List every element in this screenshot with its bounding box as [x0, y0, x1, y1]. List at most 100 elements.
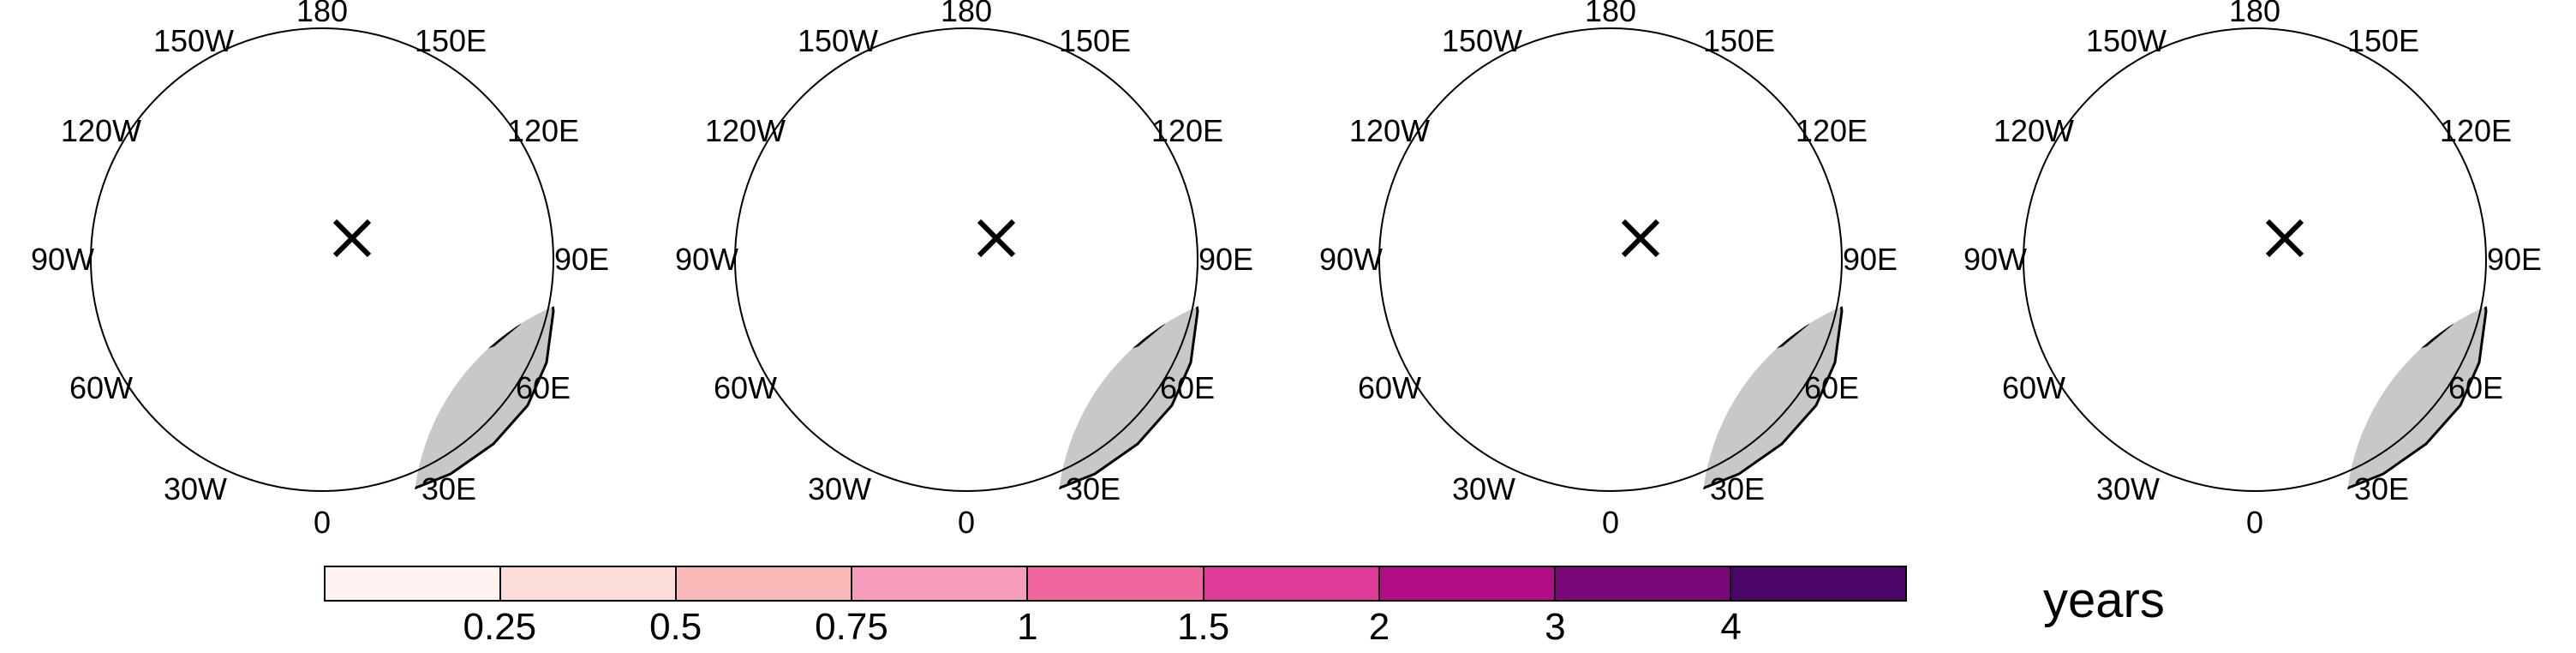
lon-label-0: 0	[2245, 505, 2264, 540]
ice-edge-contour	[923, 243, 975, 465]
lon-label-90e: 90E	[1842, 242, 1898, 277]
lon-label-150e: 150E	[2346, 23, 2420, 58]
lon-label-30w: 30W	[1451, 471, 1516, 506]
map-panel-2: 180 150W 150E 120W 120E 90W 90E 60W 60E 30W 30E 0	[644, 0, 1288, 548]
colorbar-swatch-8	[1555, 567, 1731, 600]
lon-label-60e: 60E	[1159, 370, 1216, 405]
lon-label-30e: 30E	[2353, 471, 2410, 506]
lon-label-60w: 60W	[713, 370, 778, 405]
colorbar-tick-label: 1.5	[1177, 606, 1230, 648]
x-marker	[977, 219, 1016, 258]
lon-label-0: 0	[1601, 505, 1620, 540]
colorbar-swatch-7	[1379, 567, 1556, 600]
lon-label-120w: 120W	[1993, 113, 2075, 148]
map-content	[1542, 71, 1844, 493]
ice-edge-contour	[219, 243, 314, 470]
colorbar-swatch-4	[852, 567, 1029, 600]
map-boundary	[1378, 27, 1843, 492]
lon-label-0: 0	[957, 505, 976, 540]
map-boundary	[734, 27, 1198, 492]
contour-fill-4	[992, 75, 1108, 268]
colorbar-tick-label: 4	[1720, 606, 1742, 648]
colorbar-tick-label: 0.5	[649, 606, 702, 648]
contour-fill-6	[2346, 288, 2409, 320]
map-content	[121, 80, 555, 493]
colorbar-swatch-2	[501, 567, 678, 600]
colorbar-tick-label: 0.25	[463, 606, 537, 648]
lon-label-120e: 120E	[1795, 113, 1868, 148]
contour-fill-3	[2178, 67, 2340, 465]
lon-label-60e: 60E	[1803, 370, 1860, 405]
colorbar-tick-label: 0.75	[815, 606, 888, 648]
lon-label-150w: 150W	[1441, 23, 1523, 58]
map-canvas	[90, 27, 555, 493]
contour-fill-2	[864, 75, 992, 465]
lon-label-150w: 150W	[152, 23, 235, 58]
lon-label-60e: 60E	[2447, 370, 2504, 405]
contour-fill-5	[2346, 288, 2375, 431]
lon-label-150e: 150E	[414, 23, 487, 58]
lon-label-30w: 30W	[807, 471, 872, 506]
lon-label-30w: 30W	[163, 471, 228, 506]
map-content	[2062, 54, 2488, 493]
contour-fill-1	[774, 54, 1018, 478]
lon-label-90e: 90E	[2486, 242, 2543, 277]
contour-fill-5	[1658, 71, 1709, 131]
map-canvas	[2023, 27, 2488, 493]
contour-fill-4	[1542, 268, 1696, 474]
colorbar	[324, 566, 1907, 602]
lon-label-150w: 150W	[2085, 23, 2167, 58]
contour-fill-5	[413, 288, 416, 431]
contour-fill-6	[1636, 285, 1671, 328]
contour-fill-4	[211, 200, 348, 474]
colorbar-tick-label: 1	[1017, 606, 1038, 648]
x-marker	[332, 219, 372, 258]
contour-fill-7	[2362, 251, 2396, 285]
lon-label-90e: 90E	[553, 242, 610, 277]
contour-fill-1	[121, 80, 331, 375]
colorbar-tick-label: 3	[1545, 606, 1566, 648]
lon-label-90w: 90W	[674, 242, 739, 277]
lon-label-60w: 60W	[2001, 370, 2066, 405]
colorbar-swatch-5	[1028, 567, 1204, 600]
map-content	[774, 54, 1199, 493]
contour-fill-3	[1701, 288, 1730, 320]
lon-label-90w: 90W	[30, 242, 95, 277]
lon-label-180: 180	[2228, 0, 2281, 28]
map-boundary	[2023, 27, 2487, 492]
colorbar-swatch-1	[326, 567, 502, 600]
lon-label-60e: 60E	[515, 370, 571, 405]
map-canvas	[734, 27, 1199, 493]
lon-label-90w: 90W	[1318, 242, 1384, 277]
lon-label-150e: 150E	[1058, 23, 1132, 58]
lon-label-30e: 30E	[1709, 471, 1766, 506]
colorbar-tick-label: 2	[1368, 606, 1390, 648]
x-marker	[1621, 219, 1660, 258]
contour-fill-5	[1057, 288, 1129, 311]
colorbar-swatch-3	[677, 567, 853, 600]
lon-label-120e: 120E	[2439, 113, 2513, 148]
ice-edge-contour	[2152, 251, 2289, 414]
lon-label-30e: 30E	[421, 471, 477, 506]
lon-label-90w: 90W	[1963, 242, 2028, 277]
colorbar-swatch-9	[1730, 567, 1905, 600]
lon-label-120e: 120E	[1151, 113, 1224, 148]
lon-label-120w: 120W	[60, 113, 142, 148]
map-panel-4: 180 150W 150E 120W 120E 90W 90E 60W 60E 30W 30E 0	[1933, 0, 2576, 548]
colorbar-swatch-6	[1204, 567, 1380, 600]
lon-label-60w: 60W	[69, 370, 134, 405]
lon-label-150w: 150W	[797, 23, 879, 58]
lon-label-90e: 90E	[1198, 242, 1254, 277]
contour-fill-3	[975, 63, 1116, 285]
lon-label-60w: 60W	[1357, 370, 1422, 405]
map-boundary	[90, 27, 554, 492]
map-panel-3: 180 150W 150E 120W 120E 90W 90E 60W 60E 30W 30E 0	[1288, 0, 1933, 548]
lon-label-150e: 150E	[1702, 23, 1776, 58]
contour-fill-3	[185, 200, 224, 243]
contour-fill-1	[2062, 54, 2272, 362]
lon-label-180: 180	[1584, 0, 1637, 28]
lon-label-120e: 120E	[506, 113, 580, 148]
lon-label-30e: 30E	[1065, 471, 1121, 506]
lon-label-120w: 120W	[1348, 113, 1431, 148]
map-canvas	[1378, 27, 1844, 493]
